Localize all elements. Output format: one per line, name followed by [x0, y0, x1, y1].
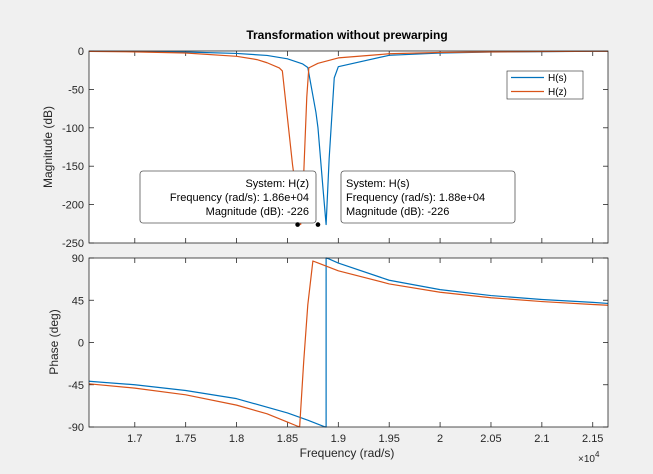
phase-ylabel: Phase (deg) — [47, 309, 61, 374]
magnitude-ytick-label: -200 — [62, 200, 84, 212]
phase-plot-area — [89, 258, 608, 427]
datatip-hz-box — [139, 170, 317, 224]
magnitude-axes-box — [88, 50, 609, 244]
datatip-hz[interactable]: System: H(z) Frequency (rad/s): 1.86e+04… — [139, 170, 317, 227]
x-multiplier-base: ×10 — [578, 454, 595, 465]
legend-label-hs: H(s) — [548, 73, 567, 84]
phase-line-hz — [88, 260, 609, 428]
x-tick-label: 1.85 — [277, 433, 298, 445]
legend-box — [506, 70, 584, 100]
phase-ytick-label: 90 — [72, 253, 84, 265]
magnitude-ytick-label: -150 — [62, 161, 84, 173]
magnitude-yticks: 0 -50 -100 -150 -200 -250 — [62, 46, 608, 250]
x-tick-label: 1.95 — [378, 433, 399, 445]
datatip-hz-frequency: Frequency (rad/s): 1.86e+04 — [170, 192, 309, 204]
phase-yticks: 90 45 0 -45 -90 — [68, 253, 608, 434]
datatip-hz-marker — [295, 222, 300, 227]
legend-label-hz: H(z) — [548, 87, 567, 98]
x-tick-label: 1.75 — [175, 433, 196, 445]
datatip-hs-frequency: Frequency (rad/s): 1.88e+04 — [346, 192, 485, 204]
datatip-hs[interactable]: System: H(s) Frequency (rad/s): 1.88e+04… — [315, 170, 516, 227]
datatip-hs-marker — [315, 222, 321, 227]
datatip-hs-magnitude: Magnitude (dB): -226 — [346, 206, 449, 218]
phase-ytick-label: 45 — [72, 295, 84, 307]
phase-ytick-label: 0 — [78, 338, 84, 350]
datatip-hs-box — [340, 170, 516, 224]
x-multiplier-exponent: 4 — [595, 450, 600, 459]
magnitude-ytick-label: -100 — [62, 123, 84, 135]
phase-ytick-label: -90 — [68, 422, 84, 434]
datatip-hs-system: System: H(s) — [346, 178, 410, 190]
datatip-hz-system: System: H(z) — [245, 178, 309, 190]
x-tick-label: 2.15 — [582, 433, 603, 445]
phase-xticks: 1.7 1.75 1.8 1.85 1.9 1.95 2 2.05 2.1 2.15 — [127, 258, 603, 445]
x-tick-label: 2.05 — [480, 433, 501, 445]
magnitude-ylabel: Magnitude (dB) — [41, 106, 55, 188]
magnitude-ytick-label: -250 — [62, 238, 84, 250]
phase-ytick-label: -45 — [68, 380, 84, 392]
phase-axes: 1.7 1.75 1.8 1.85 1.9 1.95 2 2.05 2.1 2.15 90 45 0 -… — [47, 253, 609, 445]
magnitude-ytick-label: -50 — [68, 84, 84, 96]
x-axis-label: Frequency (rad/s) — [300, 446, 395, 460]
phase-axes-box — [88, 257, 609, 428]
x-tick-label: 1.9 — [331, 433, 346, 445]
x-tick-label: 2 — [437, 433, 443, 445]
x-tick-label: 1.7 — [127, 433, 142, 445]
x-tick-label: 1.8 — [229, 433, 244, 445]
x-tick-label: 2.1 — [534, 433, 549, 445]
x-multiplier: ×104 — [578, 450, 600, 465]
chart-title: Transformation without prewarping — [246, 28, 447, 42]
legend[interactable]: H(s) H(z) — [506, 70, 584, 100]
magnitude-ytick-label: 0 — [78, 46, 84, 58]
datatip-hz-magnitude: Magnitude (dB): -226 — [206, 206, 309, 218]
